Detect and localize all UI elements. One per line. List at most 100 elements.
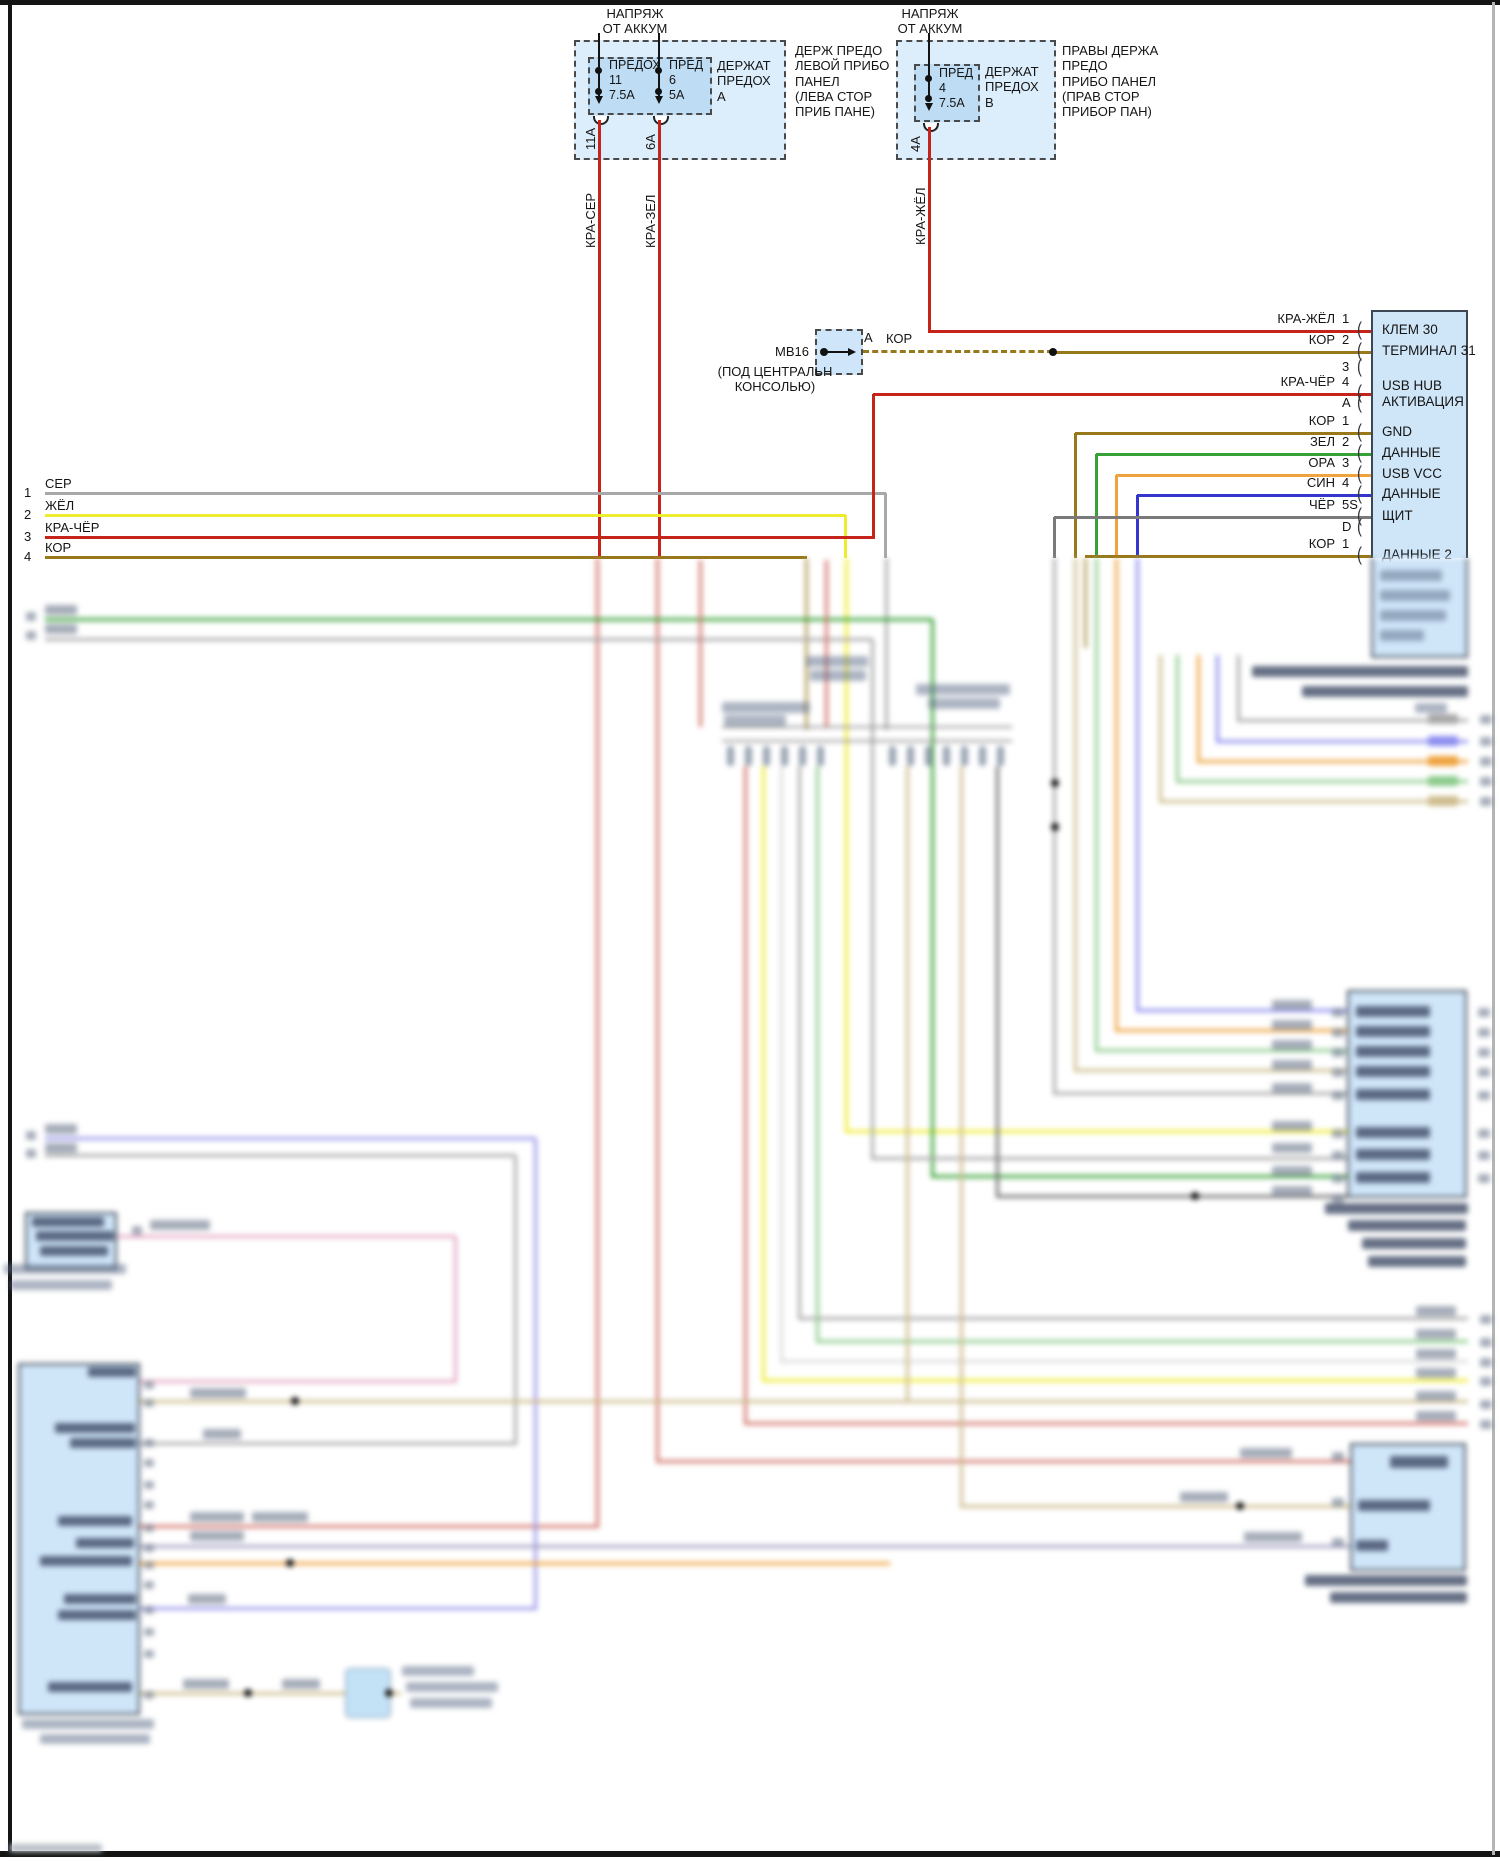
blurred-text-bar <box>1480 1358 1492 1367</box>
wire <box>514 1155 517 1445</box>
blurred-text-bar <box>724 715 786 726</box>
blurred-text-bar <box>1240 1448 1292 1458</box>
wire <box>961 1505 1350 1508</box>
block-pin-number: 2 <box>1342 332 1350 347</box>
wire <box>884 493 887 558</box>
blurred-text-bar <box>1332 1538 1344 1547</box>
blurred-text-bar <box>1478 1129 1490 1138</box>
blurred-text-bar <box>1356 1026 1430 1037</box>
fuse-4-terminal-arc-icon <box>923 123 939 132</box>
block-pin-number: 4 <box>1342 475 1350 490</box>
block-pin-arc-icon: ( <box>1357 482 1362 505</box>
wire <box>872 1157 1347 1160</box>
fuse-a-inner-box <box>588 57 712 115</box>
connector-pin-pill <box>925 746 932 766</box>
blurred-text-bar <box>144 1628 154 1636</box>
wire <box>140 1380 455 1383</box>
wire <box>1238 719 1468 722</box>
wire <box>1095 558 1098 1052</box>
connector-pin-pill <box>727 746 734 766</box>
blurred-text-bar <box>1480 715 1492 724</box>
blurred-text-bar <box>1415 703 1447 713</box>
wire <box>781 1360 1468 1363</box>
wire <box>1116 1029 1347 1032</box>
blurred-text-bar <box>26 631 36 640</box>
wire <box>117 1235 455 1238</box>
blurred-text-bar <box>1416 1391 1456 1401</box>
wire <box>825 560 828 727</box>
blurred-text-bar <box>1362 1238 1466 1249</box>
wire <box>658 33 660 96</box>
blurred-text-bar <box>1332 1068 1344 1077</box>
battery-voltage-label-left: НАПРЯЖ ОТ АККУМ <box>602 6 668 37</box>
blurred-text-bar <box>144 1381 154 1389</box>
blurred-text-bar <box>1480 1338 1492 1347</box>
wire <box>140 1692 345 1695</box>
fuse-11-number: 11 <box>609 73 622 87</box>
wire <box>1084 558 1087 648</box>
fuse-6-number: 6 <box>669 73 676 87</box>
wire <box>845 558 848 1133</box>
left-connector-pin: 2 <box>24 507 32 522</box>
block-wire-label: СИН <box>1306 475 1335 490</box>
blurred-text-bar <box>188 1594 226 1604</box>
wire <box>997 1195 1347 1198</box>
mb16-name: МВ16 <box>775 344 809 359</box>
wire <box>1176 655 1179 783</box>
junction-dot <box>1049 348 1057 356</box>
block-pin-arc-icon: ( <box>1357 543 1362 566</box>
blurred-text-bar <box>1416 1368 1456 1378</box>
frame-right <box>1492 2 1495 1855</box>
wire <box>722 726 1012 728</box>
fuse-4-number: 4 <box>939 81 946 95</box>
wire <box>596 558 599 1528</box>
blurred-text-bar <box>1380 630 1424 641</box>
blurred-text-bar <box>45 605 77 615</box>
wire <box>960 766 963 1508</box>
fuse-6-rating: 5А <box>669 88 685 102</box>
blurred-text-bar <box>1272 1060 1312 1070</box>
block-function-label: ТЕРМИНАЛ 31 <box>1382 343 1476 358</box>
junction-dot <box>1051 823 1059 831</box>
wire <box>1116 474 1371 477</box>
wire <box>873 393 1371 396</box>
blurred-text-bar <box>190 1512 244 1522</box>
blurred-text-bar <box>190 1388 246 1398</box>
blurred-text-bar <box>45 624 77 634</box>
blurred-text-bar <box>1356 1046 1430 1057</box>
blurred-text-bar <box>1480 1420 1492 1429</box>
wire <box>744 766 747 1425</box>
blurred-text-bar <box>1480 1377 1492 1386</box>
blurred-text-bar <box>928 698 1000 709</box>
fuse-holder-b-label: ДЕРЖАТ ПРЕДОХ В <box>985 64 1039 110</box>
blurred-text-bar <box>1332 1452 1344 1461</box>
blurred-text-bar <box>1272 1040 1312 1050</box>
blurred-text-bar <box>1390 1456 1448 1468</box>
wire <box>45 1154 515 1157</box>
blurred-text-bar <box>144 1691 154 1699</box>
wire <box>45 556 807 559</box>
wire <box>1160 800 1468 803</box>
wire <box>1074 558 1077 1072</box>
blurred-text-bar <box>144 1544 154 1552</box>
blurred-text-bar <box>722 702 810 713</box>
block-pin-arc-icon: ( <box>1357 391 1362 414</box>
blurred-text-bar <box>1480 797 1492 806</box>
wire <box>534 1138 537 1610</box>
wire <box>846 1130 1347 1133</box>
wire <box>872 394 875 539</box>
blurred-text-bar <box>1480 777 1492 786</box>
block-function-label: ДАННЫЕ <box>1382 445 1441 460</box>
block-pin-arc-icon: ( <box>1357 462 1362 485</box>
mb16-pin-a: A <box>864 330 873 345</box>
wire <box>1198 760 1468 763</box>
blurred-text-bar <box>1478 1151 1490 1160</box>
junction-dot <box>244 1689 252 1697</box>
wire <box>885 558 888 730</box>
fuse-contact-dot <box>925 95 932 102</box>
connector-pin-pill <box>961 746 968 766</box>
mb16-wire-label-kor: КОР <box>886 331 913 346</box>
blurred-text-bar <box>1380 590 1450 601</box>
blurred-text-bar <box>1416 1306 1456 1316</box>
blurred-text-bar <box>1368 1256 1466 1267</box>
